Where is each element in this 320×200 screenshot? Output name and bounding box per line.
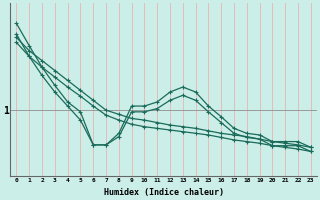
X-axis label: Humidex (Indice chaleur): Humidex (Indice chaleur) [104,188,224,197]
